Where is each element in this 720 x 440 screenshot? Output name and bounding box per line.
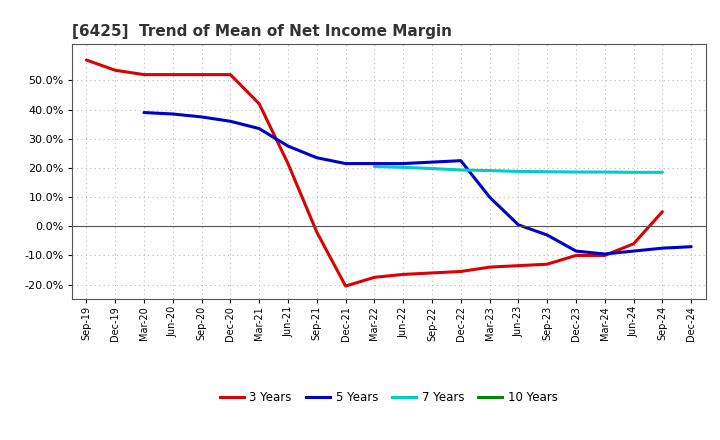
- Text: [6425]  Trend of Mean of Net Income Margin: [6425] Trend of Mean of Net Income Margi…: [72, 24, 452, 39]
- 5 Years: [456, 158, 465, 163]
- 5 Years: [370, 161, 379, 166]
- 7 Years: [600, 169, 609, 175]
- 3 Years: [82, 57, 91, 62]
- 3 Years: [658, 209, 667, 214]
- 5 Years: [312, 155, 321, 161]
- 5 Years: [341, 161, 350, 166]
- 3 Years: [485, 264, 494, 270]
- 5 Years: [399, 161, 408, 166]
- 3 Years: [255, 101, 264, 106]
- 3 Years: [140, 72, 148, 77]
- 3 Years: [226, 72, 235, 77]
- 3 Years: [370, 275, 379, 280]
- 7 Years: [658, 170, 667, 175]
- 3 Years: [284, 161, 292, 166]
- 7 Years: [399, 165, 408, 170]
- 7 Years: [456, 167, 465, 172]
- 5 Years: [514, 222, 523, 227]
- 7 Years: [485, 168, 494, 173]
- 3 Years: [543, 261, 552, 267]
- 5 Years: [572, 249, 580, 254]
- 5 Years: [255, 126, 264, 131]
- 5 Years: [543, 232, 552, 238]
- 3 Years: [456, 269, 465, 274]
- Line: 5 Years: 5 Years: [144, 113, 691, 254]
- 5 Years: [284, 143, 292, 149]
- 5 Years: [687, 244, 696, 249]
- 3 Years: [514, 263, 523, 268]
- 7 Years: [572, 169, 580, 175]
- 5 Years: [600, 251, 609, 257]
- Line: 3 Years: 3 Years: [86, 60, 662, 286]
- 3 Years: [399, 272, 408, 277]
- 3 Years: [600, 253, 609, 258]
- 5 Years: [629, 249, 638, 254]
- 5 Years: [197, 114, 206, 120]
- 3 Years: [428, 270, 436, 275]
- 5 Years: [140, 110, 148, 115]
- 5 Years: [428, 159, 436, 165]
- 3 Years: [629, 241, 638, 246]
- 3 Years: [572, 253, 580, 258]
- 7 Years: [629, 170, 638, 175]
- 3 Years: [168, 72, 177, 77]
- 7 Years: [370, 164, 379, 169]
- Legend: 3 Years, 5 Years, 7 Years, 10 Years: 3 Years, 5 Years, 7 Years, 10 Years: [215, 387, 562, 409]
- 7 Years: [543, 169, 552, 174]
- 5 Years: [168, 111, 177, 117]
- 5 Years: [485, 194, 494, 200]
- 3 Years: [111, 68, 120, 73]
- Line: 7 Years: 7 Years: [374, 166, 662, 172]
- 5 Years: [226, 119, 235, 124]
- 7 Years: [428, 166, 436, 171]
- 7 Years: [514, 169, 523, 174]
- 3 Years: [312, 230, 321, 235]
- 5 Years: [658, 246, 667, 251]
- 3 Years: [197, 72, 206, 77]
- 3 Years: [341, 283, 350, 289]
